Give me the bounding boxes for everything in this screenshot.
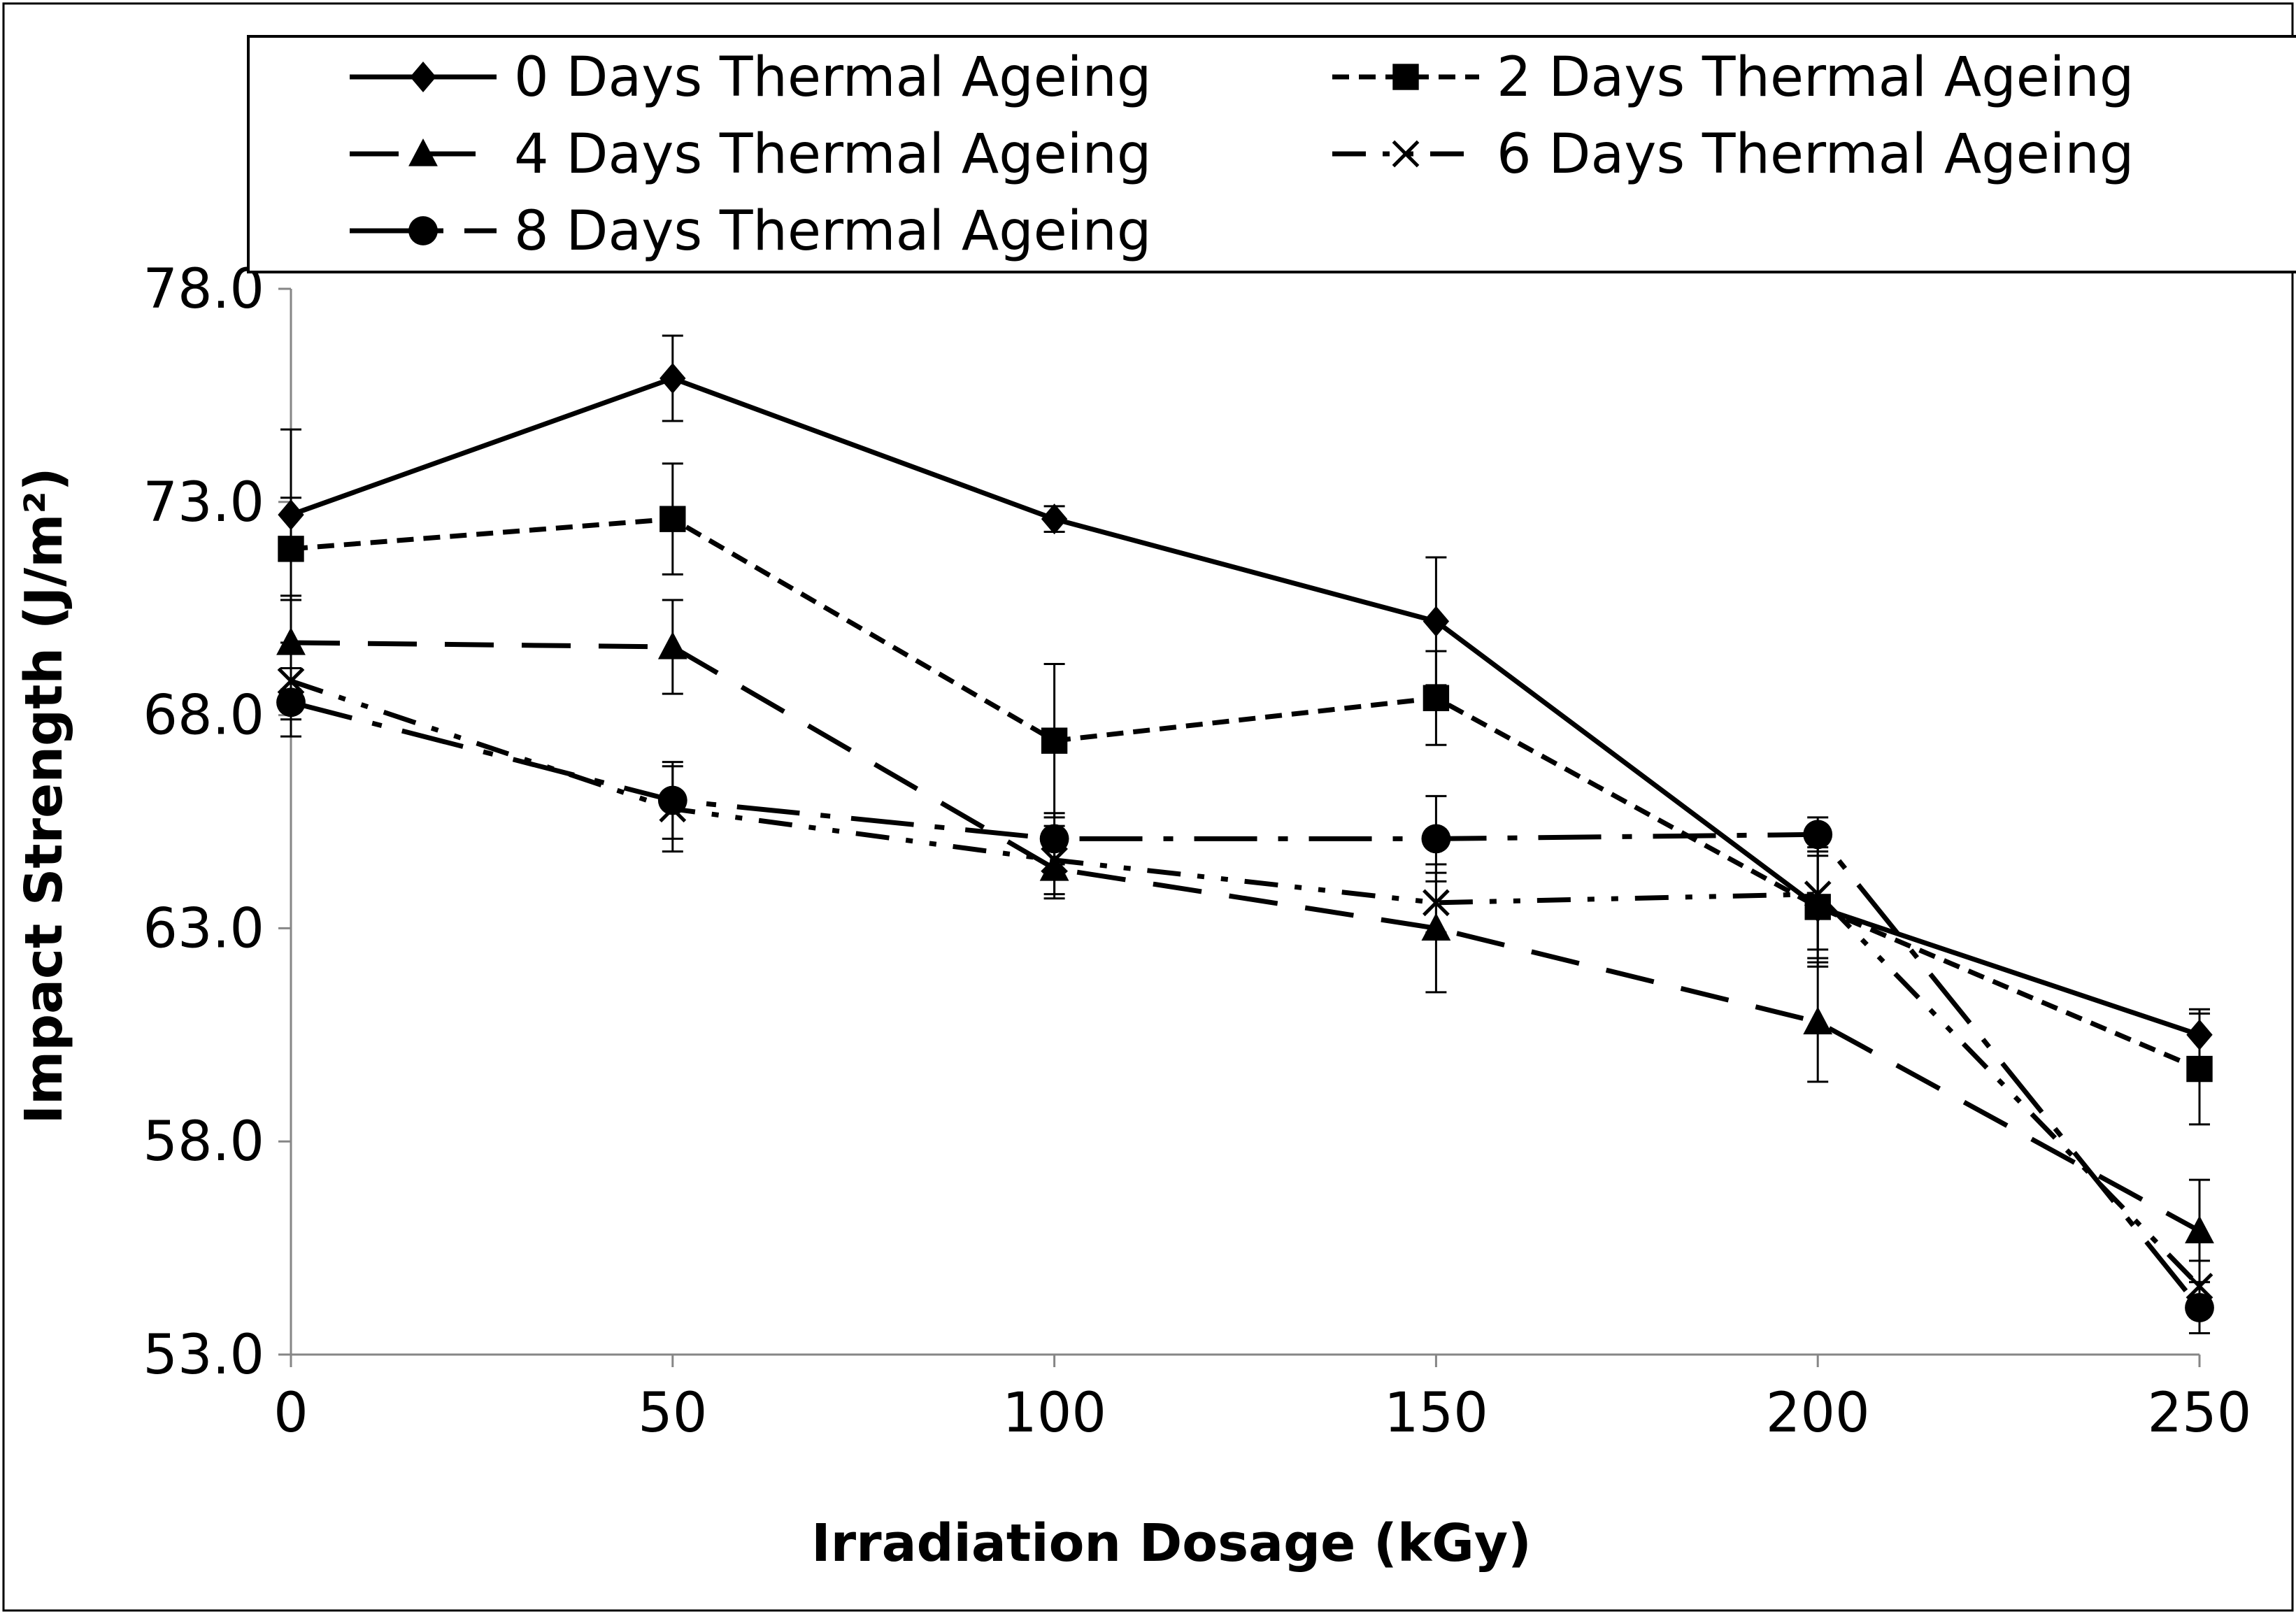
markers-layer — [276, 363, 2214, 1322]
legend-label: 6 Days Thermal Ageing — [1497, 123, 2134, 186]
data-point — [1803, 1006, 1833, 1035]
x-tick-label: 200 — [1766, 1382, 1870, 1445]
data-point — [1422, 889, 1450, 917]
data-point — [1422, 685, 1450, 711]
data-point — [277, 667, 305, 695]
marker-x-stroke — [2186, 1273, 2213, 1300]
legend-label: 4 Days Thermal Ageing — [514, 123, 1151, 186]
x-tick-label: 150 — [1384, 1382, 1488, 1445]
y-tick-label: 68.0 — [143, 685, 264, 748]
x-tick-label: 250 — [2148, 1382, 2252, 1445]
data-point — [1804, 894, 1831, 920]
legend-item: 4 Days Thermal Ageing — [350, 123, 1151, 186]
marker-x-stroke — [1392, 140, 1420, 168]
x-axis-title: Irradiation Dosage (kGy) — [811, 1513, 1532, 1573]
legend-item: 0 Days Thermal Ageing — [350, 46, 1151, 109]
marker-x-stroke — [277, 667, 305, 695]
data-point — [1421, 913, 1451, 941]
data-point — [1039, 853, 1069, 881]
legend-box — [247, 35, 2296, 273]
legend: 0 Days Thermal Ageing 2 Days Thermal Agei… — [247, 35, 2296, 273]
y-tick-label: 63.0 — [143, 897, 264, 960]
data-point — [278, 536, 304, 562]
legend-marker — [408, 138, 438, 166]
axes-layer: 53.0 58.0 63.0 68.0 73.0 78.0 0 50 100 150 200 250 — [143, 258, 2251, 1445]
legend-marker — [1392, 140, 1420, 168]
data-point — [1803, 820, 1833, 850]
legend-item: 6 Days Thermal Ageing — [1332, 123, 2134, 186]
data-point — [1421, 824, 1451, 854]
series-line — [290, 640, 2201, 1234]
legend-marker — [408, 216, 438, 245]
data-point — [2185, 1293, 2214, 1322]
legend-label: 0 Days Thermal Ageing — [514, 46, 1151, 109]
series-line — [290, 516, 2201, 1071]
data-point — [2186, 1273, 2213, 1300]
data-point — [1804, 880, 1832, 908]
legend-label: 2 Days Thermal Ageing — [1497, 46, 2134, 109]
y-tick-label: 58.0 — [143, 1110, 264, 1173]
legend-marker — [1392, 64, 1419, 90]
data-point — [2185, 1215, 2214, 1243]
legend-item: 2 Days Thermal Ageing — [1332, 46, 2134, 109]
y-tick-label: 53.0 — [143, 1324, 264, 1387]
data-point — [1039, 824, 1069, 854]
data-point — [1041, 846, 1068, 874]
x-tick-label: 100 — [1002, 1382, 1106, 1445]
data-point — [2186, 1019, 2213, 1050]
x-tick-label: 0 — [273, 1382, 308, 1445]
data-point — [659, 363, 686, 394]
data-point — [2186, 1055, 2213, 1083]
series-line — [290, 376, 2201, 1038]
data-point — [657, 631, 687, 659]
data-point — [657, 785, 687, 815]
data-point — [1041, 727, 1068, 754]
y-tick-label: 78.0 — [143, 258, 264, 321]
legend-label: 8 Days Thermal Ageing — [514, 200, 1151, 263]
data-point — [276, 687, 306, 717]
x-tick-label: 50 — [638, 1382, 707, 1445]
data-point — [659, 506, 686, 532]
data-point — [276, 627, 306, 655]
marker-x-stroke — [1422, 889, 1450, 917]
legend-marker — [410, 62, 436, 92]
legend-item: 8 Days Thermal Ageing — [350, 200, 1151, 263]
y-tick-label: 73.0 — [143, 471, 264, 534]
marker-x-stroke — [1041, 846, 1068, 874]
y-axis-title: Impact Strength (J/m²) — [14, 467, 74, 1124]
series-line — [290, 678, 2202, 1288]
marker-x-stroke — [1804, 880, 1832, 908]
data-point — [278, 499, 304, 531]
series-lines-layer — [290, 376, 2202, 1310]
data-point — [1041, 504, 1068, 535]
data-point — [1422, 606, 1450, 637]
series-line — [290, 699, 2202, 1310]
